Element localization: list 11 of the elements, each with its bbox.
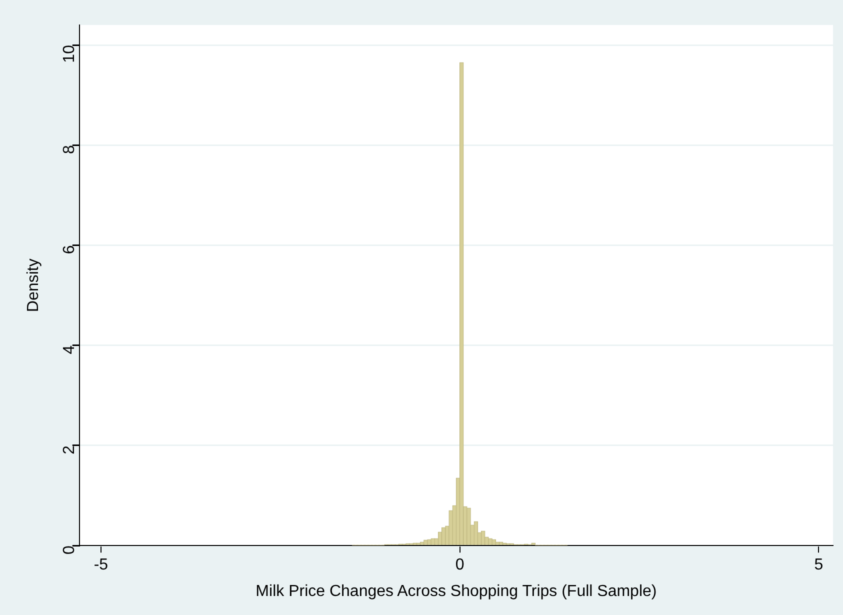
x-tick-label: -5 (94, 556, 108, 574)
x-tick-label: 5 (814, 556, 824, 574)
y-tick-label: 10 (60, 44, 78, 63)
y-tick-label: 4 (60, 345, 78, 354)
x-tick-label: 0 (455, 556, 464, 574)
y-tick-label: 6 (60, 245, 78, 254)
x-axis-title: Milk Price Changes Across Shopping Trips (Full Sample) (256, 582, 657, 600)
y-tick-label: 0 (60, 546, 78, 555)
y-tick-label: 2 (60, 445, 78, 454)
y-tick-label: 8 (60, 145, 78, 154)
y-axis-title: Density (25, 258, 42, 312)
